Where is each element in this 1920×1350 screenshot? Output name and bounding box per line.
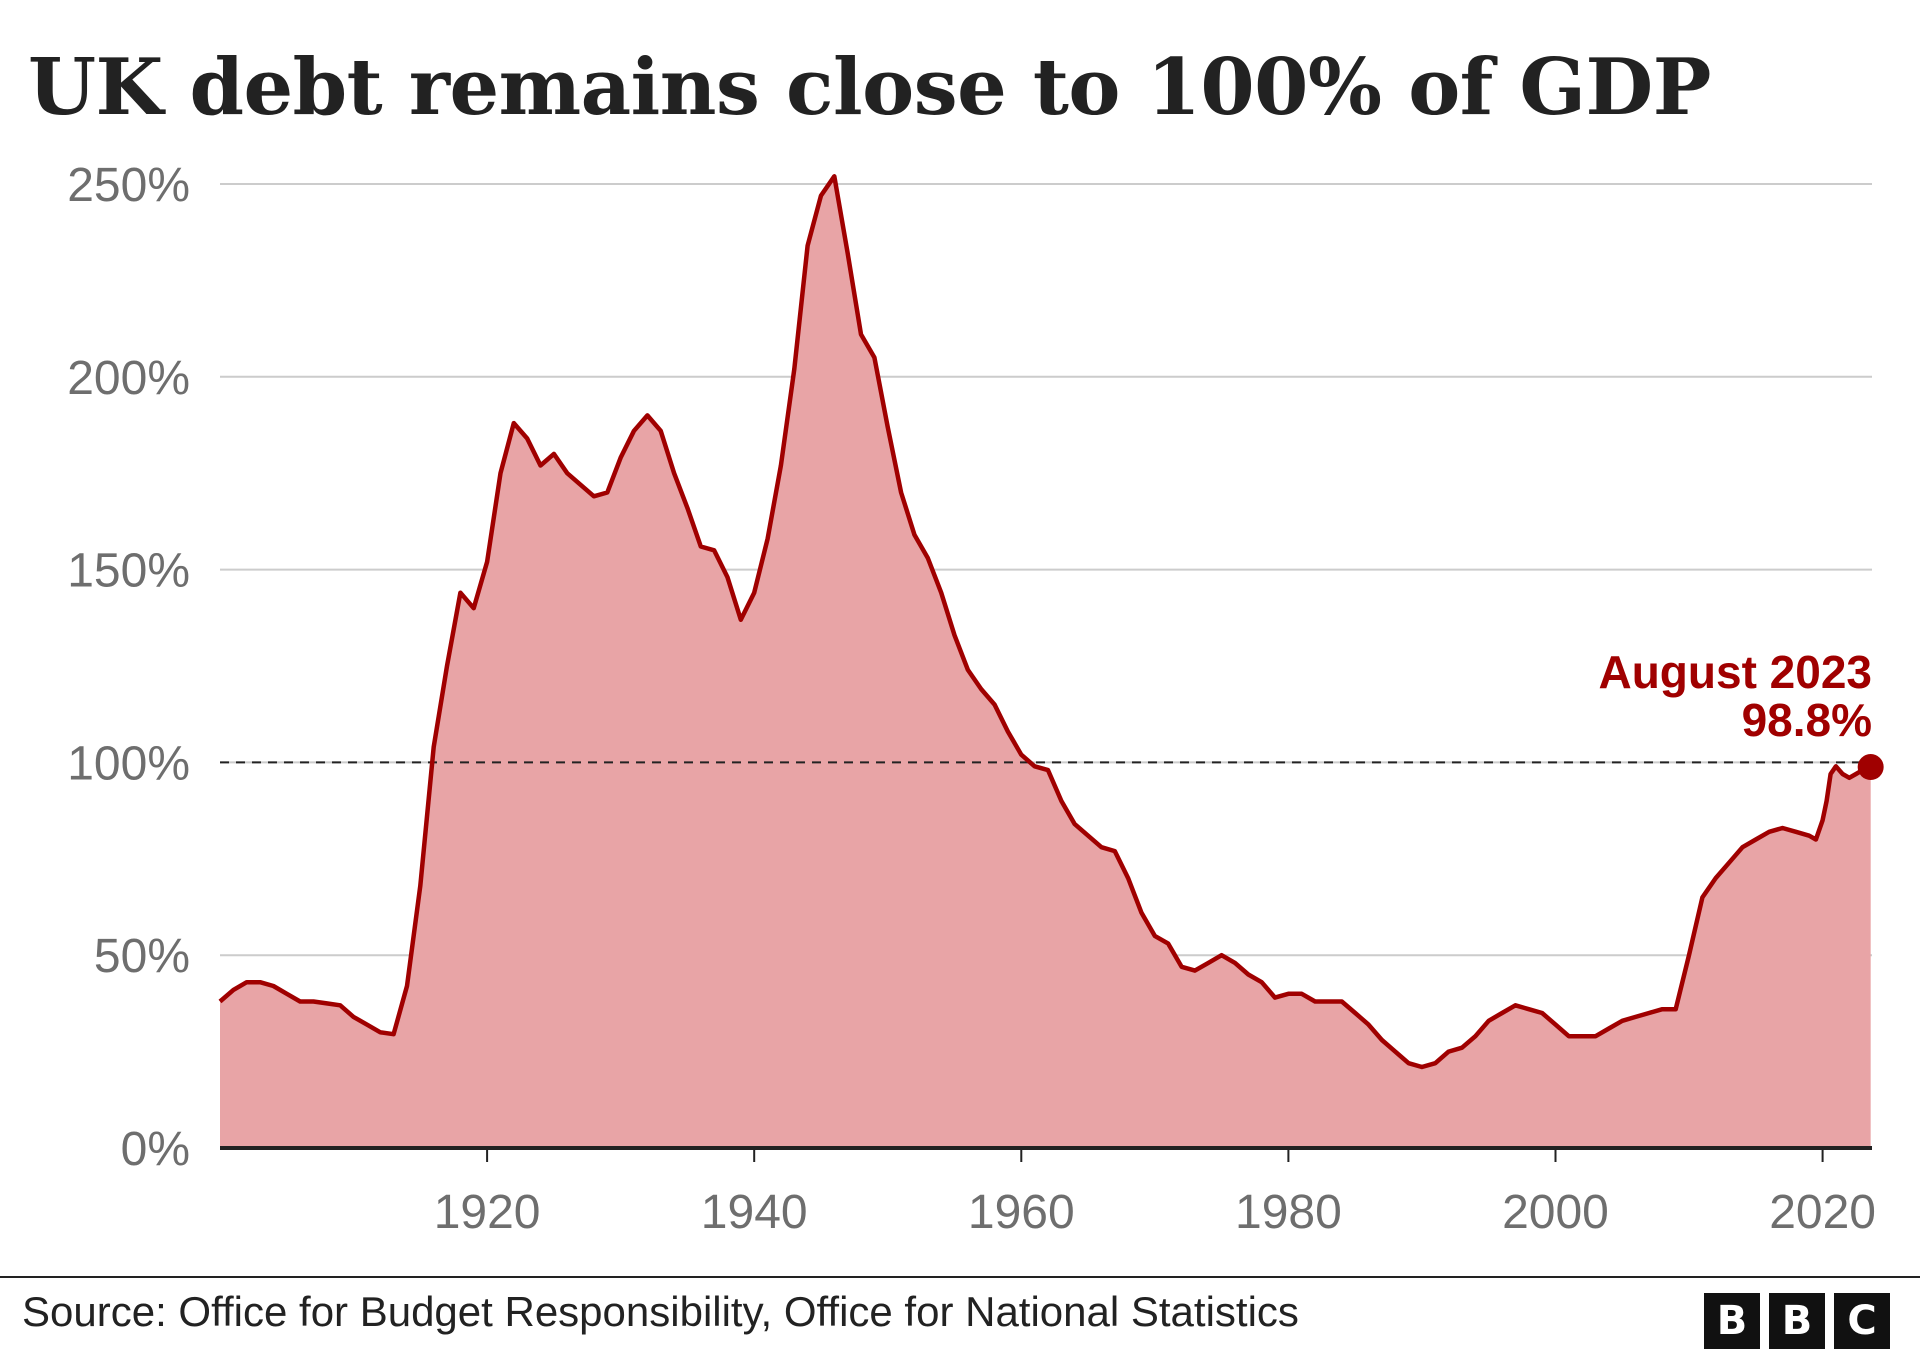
x-tick-label: 1920 xyxy=(434,1186,541,1239)
chart-title: UK debt remains close to 100% of GDP xyxy=(28,42,1711,133)
x-tick-label: 1940 xyxy=(701,1186,808,1239)
latest-value-point xyxy=(1857,754,1884,781)
y-tick-label: 100% xyxy=(67,737,190,790)
annotation-value: 98.8% xyxy=(1742,694,1872,746)
logo-letter: B xyxy=(1704,1293,1760,1349)
x-tick-label: 2000 xyxy=(1502,1186,1609,1239)
y-tick-label: 150% xyxy=(67,545,190,598)
x-tick-label: 1980 xyxy=(1235,1186,1342,1239)
y-tick-label: 200% xyxy=(67,352,190,405)
y-tick-label: 50% xyxy=(94,930,190,983)
logo-letter: C xyxy=(1834,1293,1890,1349)
debt-area-fill xyxy=(220,176,1871,1149)
source-note: Source: Office for Budget Responsibility… xyxy=(22,1288,1299,1335)
chart-area: 0% 50% 100% 150% 200% 250% 1920 1940 1960 1980 20… xyxy=(67,159,1884,1239)
y-tick-label: 250% xyxy=(67,159,190,212)
footer-divider xyxy=(0,1276,1920,1278)
bbc-logo: B B C xyxy=(1704,1293,1890,1349)
x-axis-ticks: 1920 1940 1960 1980 2000 2020 xyxy=(434,1148,1876,1239)
x-tick-label: 1960 xyxy=(968,1186,1075,1239)
y-tick-label: 0% xyxy=(121,1123,190,1176)
logo-letter: B xyxy=(1769,1293,1825,1349)
debt-series-line xyxy=(218,174,1872,1070)
y-axis-ticks: 0% 50% 100% 150% 200% 250% xyxy=(67,159,190,1176)
annotation-label: August 2023 xyxy=(1598,646,1872,698)
x-tick-label: 2020 xyxy=(1769,1186,1876,1239)
